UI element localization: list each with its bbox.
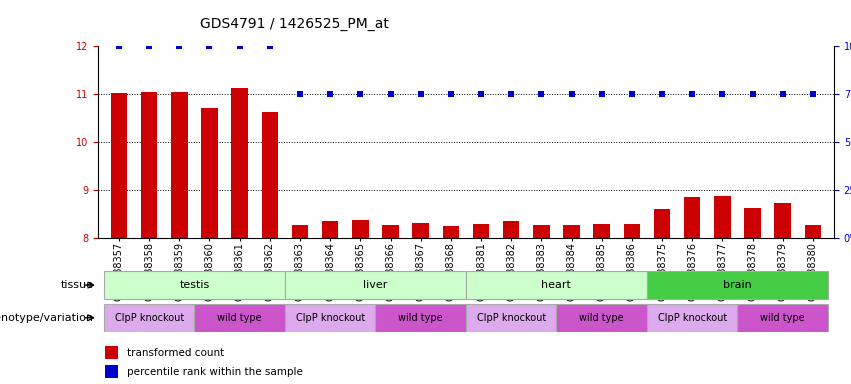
Point — [745, 91, 759, 97]
Bar — [745, 208, 761, 238]
Point — [474, 91, 488, 97]
Text: ClpP knockout: ClpP knockout — [477, 313, 545, 323]
Point — [294, 91, 307, 97]
Text: wild type: wild type — [398, 313, 443, 323]
Bar — [141, 92, 157, 238]
Bar — [647, 304, 738, 331]
Point — [534, 91, 548, 97]
Text: ClpP knockout: ClpP knockout — [295, 313, 365, 323]
Point — [655, 91, 669, 97]
Bar — [292, 225, 308, 238]
Bar — [261, 112, 278, 238]
Point — [203, 43, 216, 49]
Point — [565, 91, 579, 97]
Bar — [466, 304, 557, 331]
Point — [414, 91, 427, 97]
Point — [716, 91, 729, 97]
Text: wild type: wild type — [761, 313, 805, 323]
Text: ClpP knockout: ClpP knockout — [115, 313, 184, 323]
Bar — [413, 223, 429, 238]
Text: brain: brain — [723, 280, 751, 290]
Bar — [194, 304, 285, 331]
Bar — [774, 203, 791, 238]
Point — [173, 43, 186, 49]
Bar — [352, 220, 368, 238]
Bar — [593, 224, 610, 238]
Text: ClpP knockout: ClpP knockout — [658, 313, 727, 323]
Bar — [557, 304, 647, 331]
Text: wild type: wild type — [217, 313, 262, 323]
Bar — [804, 225, 821, 238]
Point — [353, 91, 367, 97]
Bar — [201, 108, 218, 238]
Point — [142, 43, 156, 49]
Bar — [375, 304, 466, 331]
Point — [323, 91, 337, 97]
Bar — [285, 304, 375, 331]
Bar — [466, 271, 647, 299]
Point — [806, 91, 820, 97]
Text: tissue: tissue — [60, 280, 94, 290]
Bar — [503, 221, 519, 238]
Point — [444, 91, 458, 97]
Point — [263, 43, 277, 49]
Bar — [654, 209, 671, 238]
Bar — [231, 88, 248, 238]
Bar — [285, 271, 466, 299]
Bar — [322, 221, 339, 238]
Bar — [443, 226, 460, 238]
Text: wild type: wild type — [580, 313, 624, 323]
Bar — [624, 224, 640, 238]
Point — [685, 91, 699, 97]
Text: GDS4791 / 1426525_PM_at: GDS4791 / 1426525_PM_at — [200, 17, 389, 31]
Bar — [684, 197, 700, 238]
Point — [384, 91, 397, 97]
Bar — [106, 365, 118, 378]
Point — [776, 91, 790, 97]
Text: transformed count: transformed count — [128, 348, 225, 358]
Bar — [563, 225, 580, 238]
Bar — [171, 92, 187, 238]
Bar — [714, 196, 731, 238]
Text: testis: testis — [180, 280, 209, 290]
Point — [233, 43, 247, 49]
Text: heart: heart — [541, 280, 571, 290]
Text: genotype/variation: genotype/variation — [0, 313, 94, 323]
Text: liver: liver — [363, 280, 387, 290]
Point — [625, 91, 638, 97]
Point — [595, 91, 608, 97]
Point — [112, 43, 126, 49]
Bar — [104, 304, 194, 331]
Bar — [472, 223, 489, 238]
Bar — [111, 93, 128, 238]
Bar — [106, 346, 118, 359]
Bar — [533, 225, 550, 238]
Bar — [647, 271, 828, 299]
Text: percentile rank within the sample: percentile rank within the sample — [128, 367, 303, 377]
Bar — [104, 271, 285, 299]
Point — [505, 91, 518, 97]
Bar — [738, 304, 828, 331]
Bar — [382, 225, 399, 238]
